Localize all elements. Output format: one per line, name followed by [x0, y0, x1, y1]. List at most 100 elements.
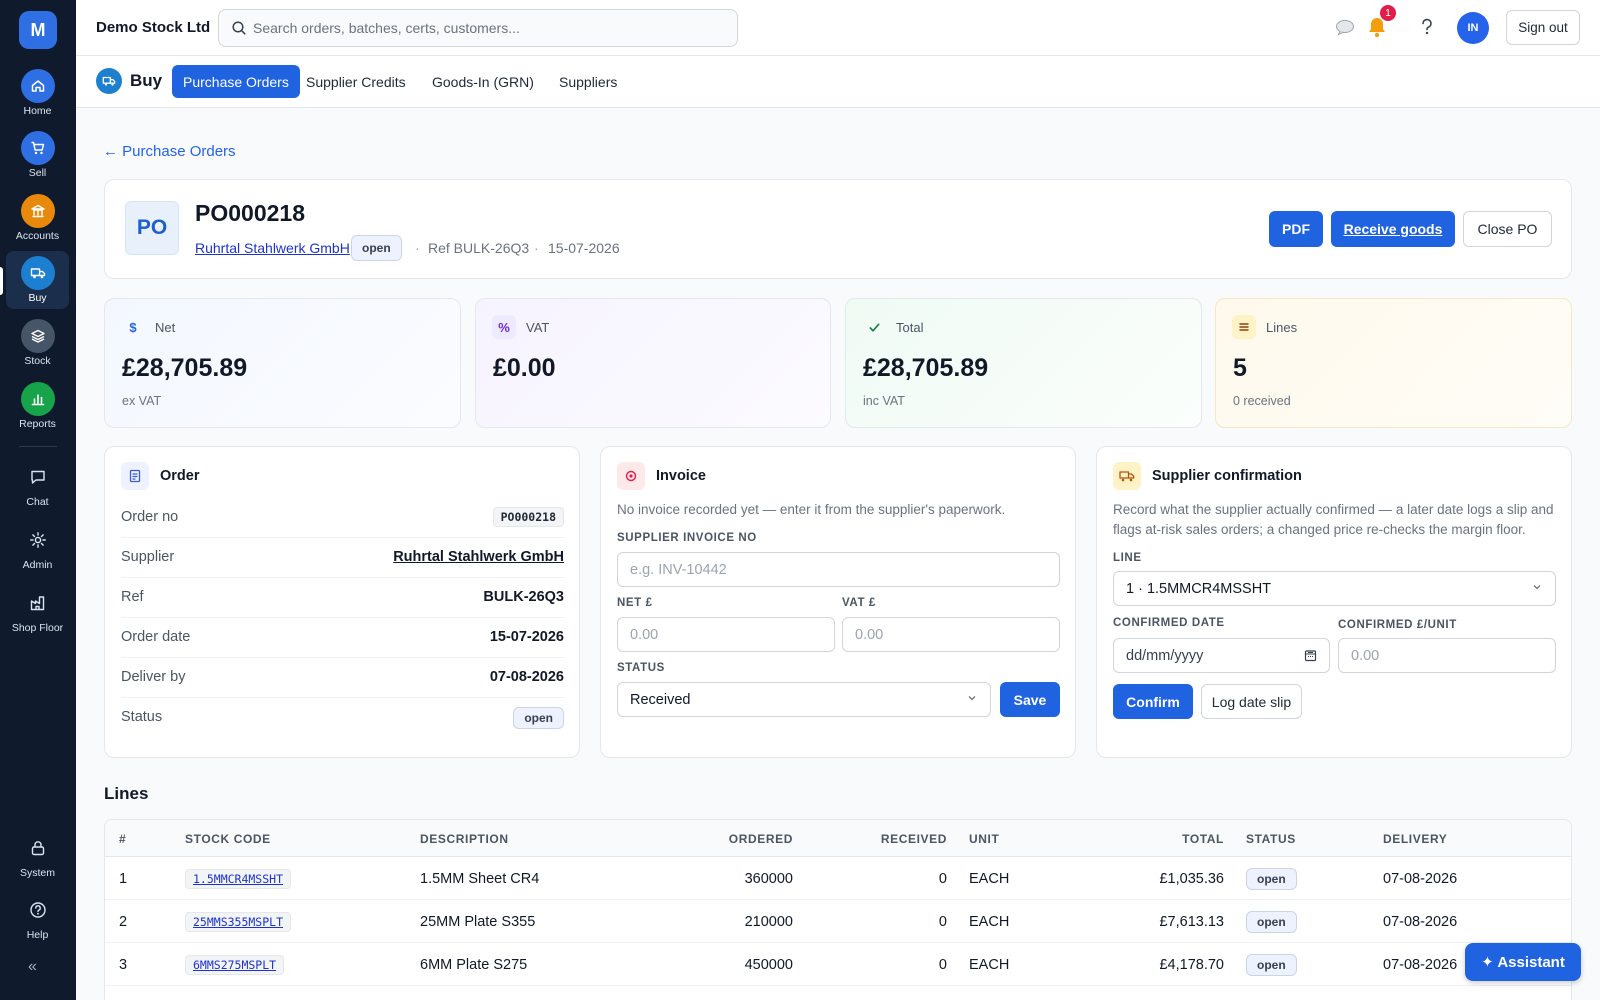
ordered-cell: 210000	[744, 913, 793, 930]
stat-value: £0.00	[493, 354, 556, 382]
sidebar-item-sell[interactable]: Sell	[6, 126, 69, 184]
collapse-sidebar-button[interactable]: «	[28, 958, 37, 975]
column-header: UNIT	[969, 831, 1000, 846]
tab-supplier-credits[interactable]: Supplier Credits	[306, 73, 406, 90]
sidebar-item-chat[interactable]: Chat	[6, 455, 69, 513]
supplier-link[interactable]: Ruhrtal Stahlwerk GmbH	[195, 240, 350, 256]
vat-input[interactable]	[842, 617, 1060, 652]
total-cell: £4,178.70	[1159, 956, 1224, 973]
tab-purchase-orders[interactable]: Purchase Orders	[172, 65, 300, 98]
unit-cell: EACH	[969, 913, 1010, 930]
sidebar-item-admin[interactable]: Admin	[6, 518, 69, 576]
calendar-icon[interactable]	[1304, 649, 1317, 666]
chat-bubble-icon[interactable]	[1334, 16, 1356, 41]
stat-label: Lines	[1266, 320, 1298, 335]
tab-goods-in[interactable]: Goods-In (GRN)	[432, 73, 534, 90]
confirmed-price-input[interactable]	[1338, 638, 1556, 673]
invoice-no-input[interactable]	[617, 552, 1060, 587]
confirm-button[interactable]: Confirm	[1113, 684, 1193, 719]
status-label: STATUS	[617, 662, 665, 674]
bar-chart-icon	[20, 382, 55, 416]
po-ref: Ref BULK-26Q3	[428, 240, 530, 256]
percent-icon: %	[492, 315, 516, 339]
sidebar-item-shop-floor[interactable]: Shop Floor	[6, 581, 69, 639]
save-invoice-button[interactable]: Save	[1000, 682, 1060, 717]
line-label: LINE	[1113, 552, 1142, 564]
truck-icon	[96, 68, 122, 94]
column-header: TOTAL	[1182, 831, 1224, 846]
truck-icon	[1113, 462, 1141, 490]
app-logo[interactable]: M	[19, 11, 57, 49]
search-input[interactable]	[253, 18, 723, 38]
close-po-button[interactable]: Close PO	[1463, 211, 1552, 247]
status-badge: open	[1246, 867, 1297, 890]
sidebar-item-help[interactable]: Help	[6, 888, 69, 946]
sidebar-item-label: Admin	[22, 559, 53, 571]
log-date-slip-button[interactable]: Log date slip	[1201, 684, 1302, 719]
search-box[interactable]	[218, 9, 738, 47]
sidebar-item-stock[interactable]: Stock	[6, 314, 69, 372]
tab-suppliers[interactable]: Suppliers	[559, 73, 618, 90]
column-header: #	[119, 831, 127, 846]
column-header: STATUS	[1246, 831, 1296, 846]
sidebar-item-reports[interactable]: Reports	[6, 377, 69, 435]
confirmed-price-label: CONFIRMED £/UNIT	[1338, 619, 1457, 631]
unit-cell: EACH	[969, 956, 1010, 973]
help-icon	[21, 893, 55, 927]
line-select[interactable]: 1 · 1.5MMCR4MSSHT	[1113, 571, 1556, 606]
invoice-hint: No invoice recorded yet — enter it from …	[617, 502, 1006, 517]
home-icon	[20, 69, 55, 103]
stock-code-link[interactable]: 1.5MMCR4MSSHT	[185, 868, 292, 889]
search-icon	[231, 20, 247, 39]
help-icon[interactable]	[1419, 17, 1435, 40]
pdf-button[interactable]: PDF	[1269, 211, 1323, 247]
stat-card-net: $ Net £28,705.89 ex VAT	[104, 298, 461, 428]
stat-label: Net	[155, 320, 176, 335]
sidebar-item-accounts[interactable]: Accounts	[6, 189, 69, 247]
stat-sub: 0 received	[1233, 394, 1291, 408]
status-badge: open	[1246, 953, 1297, 976]
stock-code-cell: 1.5MMCR4MSSHT	[185, 857, 292, 900]
field-label: Status	[121, 709, 163, 725]
assistant-button[interactable]: ✦ Assistant	[1465, 943, 1581, 981]
received-cell: 0	[938, 870, 947, 887]
field-label: Ref	[121, 589, 144, 605]
delivery-cell: 07-08-2026	[1383, 956, 1458, 973]
sidebar-item-label: Accounts	[15, 230, 60, 242]
sidebar-item-buy[interactable]: Buy	[0, 251, 69, 309]
supplier-confirmation-title: Supplier confirmation	[1152, 468, 1302, 484]
stock-code-link[interactable]: 6MMS275MSPLT	[185, 954, 285, 975]
sidebar-item-label: Shop Floor	[11, 622, 64, 634]
field-label: Order no	[121, 509, 179, 525]
avatar[interactable]: IN	[1457, 12, 1489, 44]
order-panel-title: Order	[160, 468, 200, 484]
table-row[interactable]: 2 25MMS355MSPLT 25MM Plate S355 210000 0…	[105, 900, 1571, 943]
net-input[interactable]	[617, 617, 835, 652]
supplier-link[interactable]: Ruhrtal Stahlwerk GmbH	[393, 549, 564, 565]
sidebar-item-system[interactable]: System	[6, 826, 69, 884]
invoice-status-select[interactable]: Received	[617, 682, 991, 717]
delivery-cell: 07-08-2026	[1383, 913, 1458, 930]
back-to-purchase-orders-link[interactable]: ← Purchase Orders	[103, 143, 236, 160]
separator-dot: ·	[415, 240, 420, 256]
net-label: NET £	[617, 597, 653, 609]
table-row[interactable]: 1 1.5MMCR4MSSHT 1.5MM Sheet CR4 360000 0…	[105, 857, 1571, 900]
order-row-status: Status open	[121, 698, 564, 738]
stat-value: 5	[1233, 354, 1247, 382]
invoice-panel: Invoice No invoice recorded yet — enter …	[600, 446, 1076, 758]
receive-goods-button[interactable]: Receive goods	[1331, 211, 1455, 247]
unit-cell: EACH	[969, 870, 1010, 887]
bell-icon[interactable]	[1366, 15, 1388, 42]
po-badge: PO	[125, 201, 179, 255]
description-cell: 1.5MM Sheet CR4	[420, 870, 540, 887]
stat-sub: ex VAT	[122, 394, 162, 408]
sidebar-item-home[interactable]: Home	[6, 64, 69, 122]
date-placeholder: dd/mm/yyyy	[1126, 647, 1204, 664]
table-row[interactable]: 3 6MMS275MSPLT 6MM Plate S275 450000 0 E…	[105, 943, 1571, 986]
confirmed-date-input[interactable]: dd/mm/yyyy	[1113, 638, 1330, 673]
po-number: PO000218	[195, 200, 305, 226]
stock-code-link[interactable]: 25MMS355MSPLT	[185, 911, 292, 932]
sign-out-button[interactable]: Sign out	[1506, 10, 1580, 45]
status-badge: open	[513, 707, 564, 729]
sidebar-item-label: Buy	[28, 292, 47, 304]
